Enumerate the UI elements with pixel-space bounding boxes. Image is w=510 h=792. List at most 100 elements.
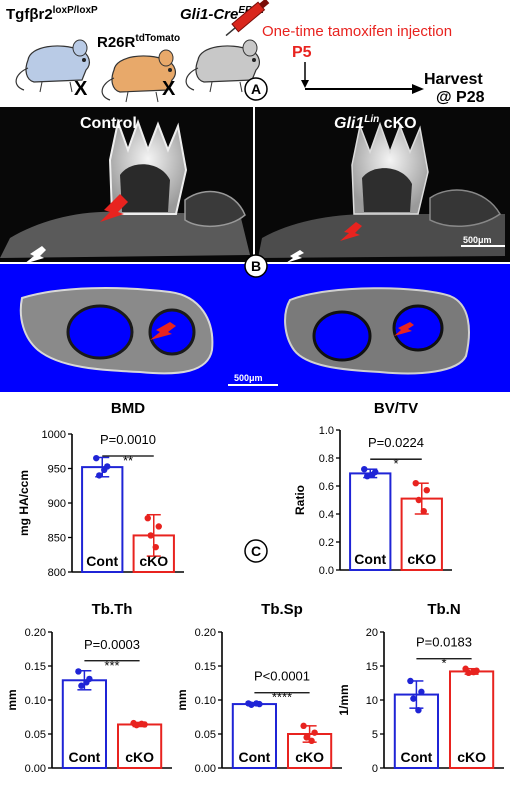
panel-label-circle bbox=[244, 254, 268, 278]
category-label: cKO bbox=[295, 749, 324, 765]
y-axis-label: Ratio bbox=[293, 485, 307, 515]
data-point bbox=[418, 688, 425, 696]
data-point bbox=[369, 471, 376, 478]
cko-microct bbox=[258, 121, 505, 258]
mouse-icon bbox=[101, 49, 176, 103]
cko-label: Gli1Lin cKO bbox=[334, 114, 417, 132]
category-label: Cont bbox=[400, 749, 432, 765]
bar-cont bbox=[81, 466, 124, 573]
chart-title: BMD bbox=[111, 400, 145, 417]
category-label: cKO bbox=[125, 749, 154, 765]
y-tick-label: 1.0 bbox=[319, 425, 334, 437]
p-value: P=0.0003 bbox=[84, 637, 140, 652]
y-tick-label: 0.15 bbox=[25, 661, 46, 673]
category-label: Cont bbox=[86, 553, 118, 569]
y-tick-label: 0.0 bbox=[319, 565, 334, 577]
category-label: cKO bbox=[457, 749, 486, 765]
data-point bbox=[133, 721, 140, 729]
y-tick-label: 0.05 bbox=[25, 729, 46, 741]
category-label: Cont bbox=[238, 749, 270, 765]
panel-label: C bbox=[251, 543, 261, 559]
y-tick-label: 0 bbox=[372, 763, 378, 775]
genotype-2: R26RtdTomato bbox=[97, 33, 180, 51]
data-point bbox=[101, 466, 108, 474]
chart-tb-th: Tb.Th 0.00 0.05 0.10 0.15 0.20 mm Cont cKO P=0.00… bbox=[5, 601, 172, 775]
harvest-label: Harvest bbox=[424, 71, 483, 88]
chart-title: Tb.Th bbox=[92, 601, 133, 618]
significance-stars: * bbox=[441, 656, 446, 671]
data-point bbox=[78, 682, 85, 689]
chart-title: Tb.N bbox=[427, 601, 460, 618]
mouse-icon bbox=[185, 39, 260, 93]
data-point bbox=[361, 466, 368, 473]
y-tick-label: 850 bbox=[48, 533, 66, 545]
cross-symbol-2: X bbox=[162, 78, 176, 100]
y-tick-label: 15 bbox=[366, 661, 378, 673]
data-point bbox=[75, 668, 82, 675]
bar-cont bbox=[231, 703, 278, 770]
data-point bbox=[412, 480, 419, 487]
y-axis-label: 1/mm bbox=[337, 684, 351, 715]
control-3d-render bbox=[19, 287, 214, 375]
y-tick-label: 10 bbox=[366, 695, 378, 707]
data-point bbox=[308, 737, 315, 744]
y-tick-label: 0.20 bbox=[195, 627, 216, 639]
panel-label-circle bbox=[244, 77, 268, 101]
panel-label: B bbox=[251, 258, 261, 274]
bar-cko bbox=[449, 670, 495, 769]
data-point bbox=[152, 543, 159, 551]
panel-a: Tgfβr2loxP/loxP R26RtdTomato Gli1-CreERT… bbox=[6, 0, 485, 106]
scale-bar-label: 500μm bbox=[463, 235, 492, 245]
data-point bbox=[93, 454, 100, 462]
y-tick-label: 0.8 bbox=[319, 453, 334, 465]
y-tick-label: 950 bbox=[48, 464, 66, 476]
red-arrow-icon bbox=[100, 194, 128, 222]
data-point bbox=[138, 720, 145, 727]
harvest-time: @ P28 bbox=[436, 89, 485, 106]
scale-bar bbox=[228, 384, 278, 386]
y-tick-label: 0.00 bbox=[25, 763, 46, 775]
y-tick-label: 0.15 bbox=[195, 661, 216, 673]
chart-title: Tb.Sp bbox=[261, 601, 303, 618]
data-point bbox=[83, 679, 90, 686]
data-point bbox=[311, 729, 318, 736]
y-tick-label: 0.05 bbox=[195, 729, 216, 741]
control-microct bbox=[0, 118, 250, 258]
red-arrow-icon bbox=[340, 222, 362, 241]
data-point bbox=[415, 707, 422, 714]
category-label: Cont bbox=[354, 551, 386, 567]
data-point bbox=[144, 514, 151, 522]
p-value: P=0.0010 bbox=[100, 432, 156, 447]
timepoint-label: P5 bbox=[292, 44, 312, 61]
control-label: Control bbox=[80, 115, 137, 132]
red-arrow-icon bbox=[394, 322, 414, 336]
genotype-1: Tgfβr2loxP/loxP bbox=[6, 5, 98, 23]
y-tick-label: 900 bbox=[48, 498, 66, 510]
syringe-icon bbox=[225, 0, 270, 37]
category-label: cKO bbox=[407, 551, 436, 567]
significance-stars: * bbox=[393, 456, 398, 471]
chart-tb-sp: Tb.Sp 0.00 0.05 0.10 0.15 0.20 mm Cont cKO P<0.00… bbox=[175, 601, 342, 775]
y-tick-label: 0.4 bbox=[319, 509, 334, 521]
white-arrow-icon bbox=[286, 250, 304, 263]
chart-title: BV/TV bbox=[374, 400, 418, 417]
data-point bbox=[248, 701, 255, 708]
timeline-arrow-head bbox=[412, 84, 424, 94]
y-tick-label: 0.10 bbox=[195, 695, 216, 707]
significance-stars: ** bbox=[123, 453, 133, 468]
red-arrow-icon bbox=[150, 322, 176, 340]
chart-bmd: BMD 800 850 900 950 1000 mg HA/ccm Cont cKO P=0.0… bbox=[17, 400, 184, 579]
data-point bbox=[155, 523, 162, 530]
data-point bbox=[253, 700, 260, 707]
scale-bar-label: 500μm bbox=[234, 373, 263, 383]
y-tick-label: 0.10 bbox=[25, 695, 46, 707]
panel-b: Control Gli1Lin cKO 500μm 500μm B bbox=[0, 107, 510, 392]
bar-cont bbox=[61, 679, 107, 770]
data-point bbox=[470, 668, 477, 676]
data-point bbox=[465, 669, 472, 676]
category-label: Cont bbox=[68, 749, 100, 765]
data-point bbox=[410, 695, 417, 702]
bar-cont bbox=[349, 472, 392, 571]
p-value: P=0.0183 bbox=[416, 635, 472, 650]
